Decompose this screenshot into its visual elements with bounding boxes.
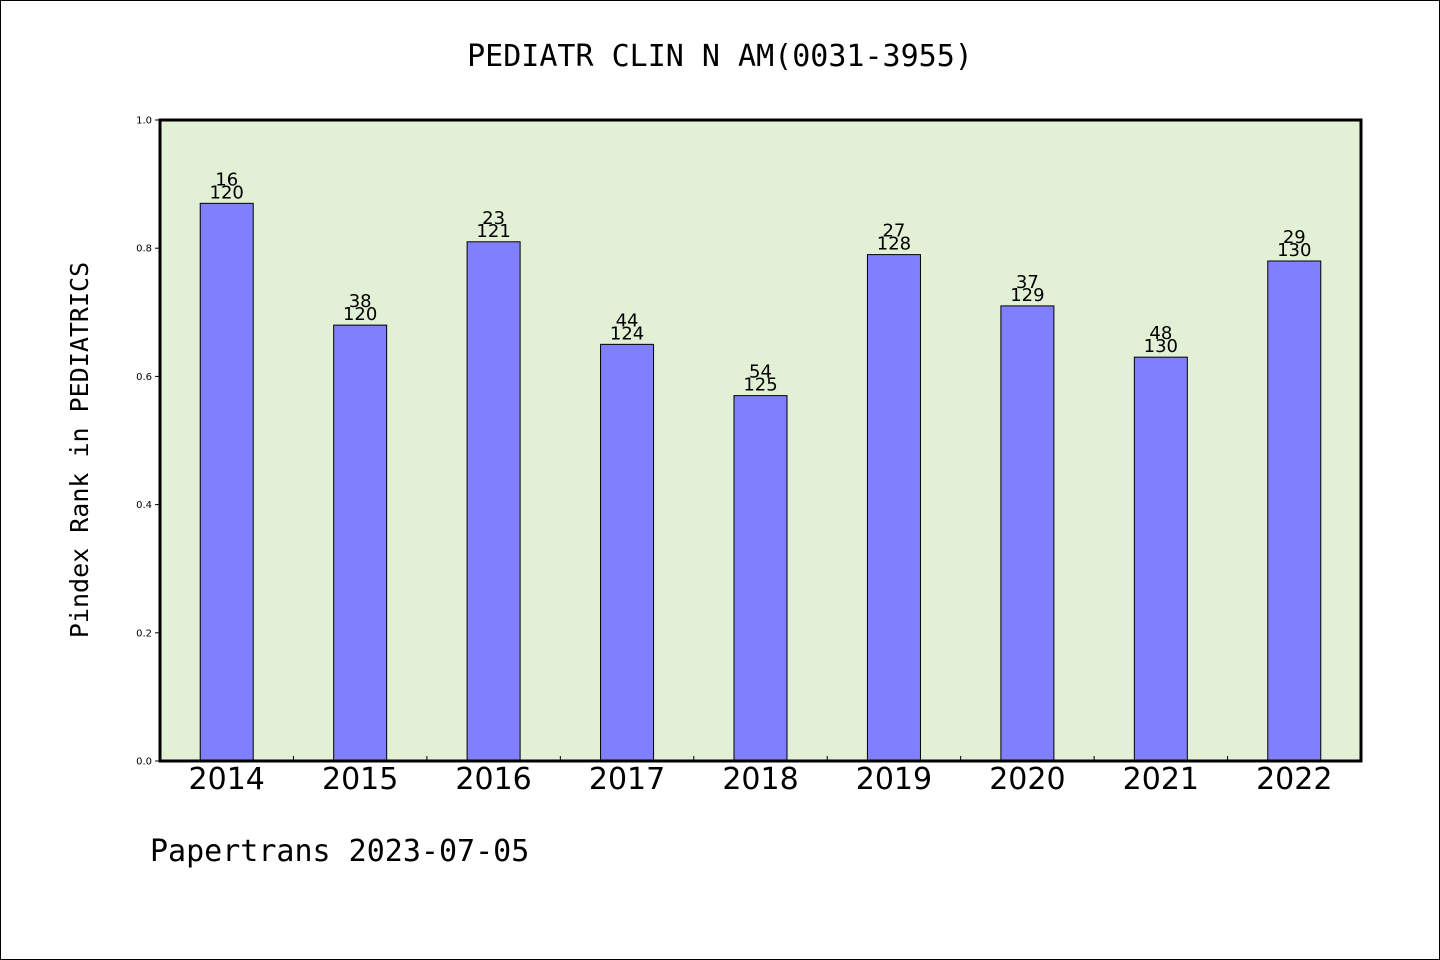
total-label-2021: 130 [1144,336,1178,357]
bar-2021 [1133,356,1188,762]
x-tick-label-2020: 2020 [989,762,1065,797]
y-tick-label-0.4: 0.4 [136,500,152,511]
total-label-2016: 121 [476,221,510,242]
y-tick-label-0.2: 0.2 [136,628,152,639]
rank-label-2014: 16 [215,169,238,190]
rank-label-2021: 48 [1149,323,1172,344]
total-label-2019: 128 [877,234,911,255]
y-axis-ticks: 0.0 0.2 0.4 0.6 0.8 1.0 [136,116,160,768]
rank-label-2017: 44 [616,310,639,331]
total-label-2022: 130 [1277,240,1311,261]
rank-label-2018: 54 [749,362,772,383]
bar-2020 [1000,305,1055,762]
total-label-2020: 129 [1010,285,1044,306]
x-tick-label-2016: 2016 [455,762,531,797]
y-tick-label-0.6: 0.6 [136,372,152,383]
bar-2016 [466,241,521,762]
x-tick-label-2019: 2019 [856,762,932,797]
bar-2017 [600,343,655,762]
y-tick-label-0.8: 0.8 [136,244,152,255]
x-tick-label-2018: 2018 [722,762,798,797]
y-axis-label: Pindex Rank in PEDIATRICS [65,262,94,638]
bar-2015 [333,324,388,762]
rank-label-2015: 38 [349,291,372,312]
rank-label-2016: 23 [482,208,505,229]
x-tick-label-2022: 2022 [1256,762,1332,797]
x-tick-label-2015: 2015 [322,762,398,797]
bar-2022 [1267,260,1322,762]
total-label-2015: 120 [343,304,377,325]
footer-text: Papertrans 2023-07-05 [150,834,530,869]
total-label-2017: 124 [610,323,644,344]
y-tick-label-1.0: 1.0 [136,116,152,127]
total-label-2018: 125 [743,375,777,396]
rank-label-2019: 27 [882,221,905,242]
x-axis-ticks: 2014 2015 2016 2017 2018 2019 2020 2021 2022 [189,756,1332,797]
plot-border [158,118,1363,763]
x-tick-label-2017: 2017 [589,762,665,797]
total-label-2014: 120 [210,182,244,203]
data-labels: 1612038120231214412454125271283712948130… [210,169,1312,395]
bar-2019 [866,254,921,762]
chart-title: PEDIATR CLIN N AM(0031-3955) [467,39,973,74]
bar-2014 [199,202,254,762]
x-tick-label-2021: 2021 [1123,762,1199,797]
x-tick-label-2014: 2014 [189,762,265,797]
y-tick-label-0.0: 0.0 [136,757,152,768]
rank-label-2020: 37 [1016,272,1039,293]
rank-label-2022: 29 [1283,227,1306,248]
bar-2018 [733,395,788,762]
bars-group [199,202,1322,762]
